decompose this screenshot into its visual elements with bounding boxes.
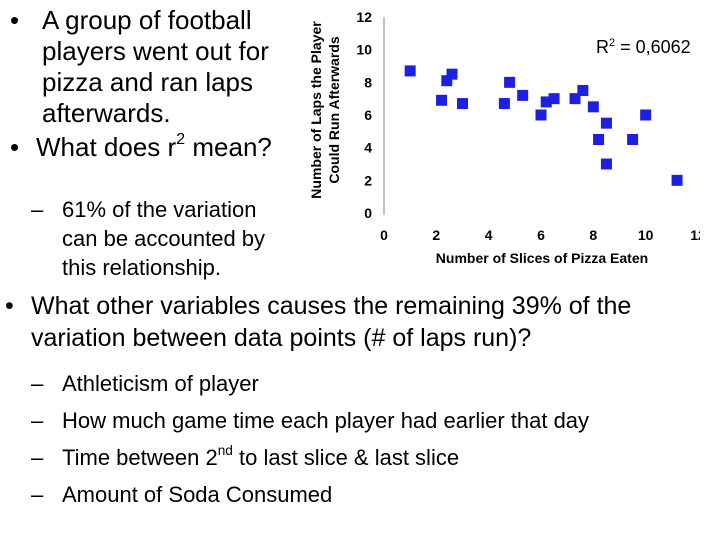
data-point	[446, 68, 458, 80]
bullet-other-variables: What other variables causes the remainin…	[5, 290, 711, 354]
data-points	[404, 65, 683, 186]
y-tick-label: 10	[356, 42, 372, 58]
r2-question-sup: 2	[176, 129, 186, 148]
data-point	[587, 101, 599, 113]
x-tick-label: 8	[589, 227, 597, 243]
bullet-r2-question: What does r2 mean?	[10, 129, 306, 163]
data-point	[569, 93, 581, 105]
lower-sub-bullet-4: Amount of Soda Consumed	[31, 476, 702, 513]
x-tick-label: 4	[485, 227, 493, 243]
y-tick-label: 12	[356, 9, 372, 25]
x-tick-label: 2	[432, 227, 440, 243]
lower-sub-bullet-2: How much game time each player had earli…	[31, 402, 702, 439]
left-bullet-list: A group of football players went out for…	[10, 5, 306, 163]
r2-question-pre: What does r	[36, 132, 177, 162]
y-tick-label: 6	[364, 107, 372, 123]
data-point	[640, 109, 652, 121]
bullet-football-text: A group of football players went out for…	[42, 5, 269, 128]
lower-bullet-list: What other variables causes the remainin…	[5, 290, 711, 354]
data-point	[593, 134, 605, 145]
data-point	[457, 98, 468, 110]
sub-bullet-text: Athleticism of player	[62, 371, 259, 396]
sub-bullet-text: to last slice & last slice	[232, 445, 460, 470]
chart-x-axis-label: Number of Slices of Pizza Eaten	[436, 250, 648, 266]
superscript-text: nd	[217, 442, 233, 458]
scatter-chart: Number of Laps the Player Could Run Afte…	[308, 9, 700, 266]
x-tick-label: 10	[638, 227, 654, 243]
lower-sub-bullet-1: Athleticism of player	[31, 365, 702, 402]
sub-bullet-text: How much game time each player had earli…	[62, 408, 590, 433]
data-point	[671, 174, 683, 186]
y-tick-label: 4	[364, 140, 372, 156]
y-tick-label: 2	[364, 172, 372, 188]
lower-sub-bullet-3: Time between 2nd to last slice & last sl…	[31, 439, 702, 476]
data-point	[627, 134, 639, 145]
data-point	[577, 85, 589, 96]
y-tick-label: 8	[364, 74, 372, 90]
y-tick-label: 0	[364, 205, 372, 221]
variation-text: 61% of the variation can be accounted by…	[62, 197, 266, 280]
other-variables-text: What other variables causes the remainin…	[31, 292, 632, 352]
sub-bullet-variation: 61% of the variation can be accounted by…	[31, 195, 297, 282]
data-point	[436, 94, 448, 106]
data-point	[404, 65, 416, 77]
x-tick-label: 12	[690, 227, 700, 243]
data-point	[441, 75, 453, 87]
data-point	[535, 109, 547, 121]
bullet-football-players: A group of football players went out for…	[10, 5, 306, 129]
data-point	[504, 76, 516, 88]
x-tick-labels: 0 2 4 6 8 10 12	[380, 227, 700, 243]
r2-question-post: mean?	[185, 132, 272, 162]
data-point	[517, 89, 529, 101]
sub-bullet-text: Amount of Soda Consumed	[62, 482, 333, 507]
sub-bullet-text: Time between 2	[62, 445, 218, 470]
y-tick-labels: 0 2 4 6 8 10 12	[356, 9, 372, 221]
data-point	[600, 158, 612, 170]
x-tick-label: 0	[380, 227, 388, 243]
data-point	[548, 93, 560, 105]
x-tick-label: 6	[537, 227, 545, 243]
chart-y-axis-label-line2: Could Run Afterwards	[326, 36, 342, 183]
lower-sub-list: Athleticism of player How much game time …	[31, 365, 702, 513]
chart-y-axis-label-line1: Number of Laps the Player	[308, 21, 324, 199]
left-sub-list: 61% of the variation can be accounted by…	[31, 195, 297, 282]
data-point	[540, 96, 552, 108]
data-point	[600, 117, 612, 129]
r-squared-annotation: R2 = 0,6062	[596, 37, 691, 57]
data-point	[498, 98, 510, 110]
